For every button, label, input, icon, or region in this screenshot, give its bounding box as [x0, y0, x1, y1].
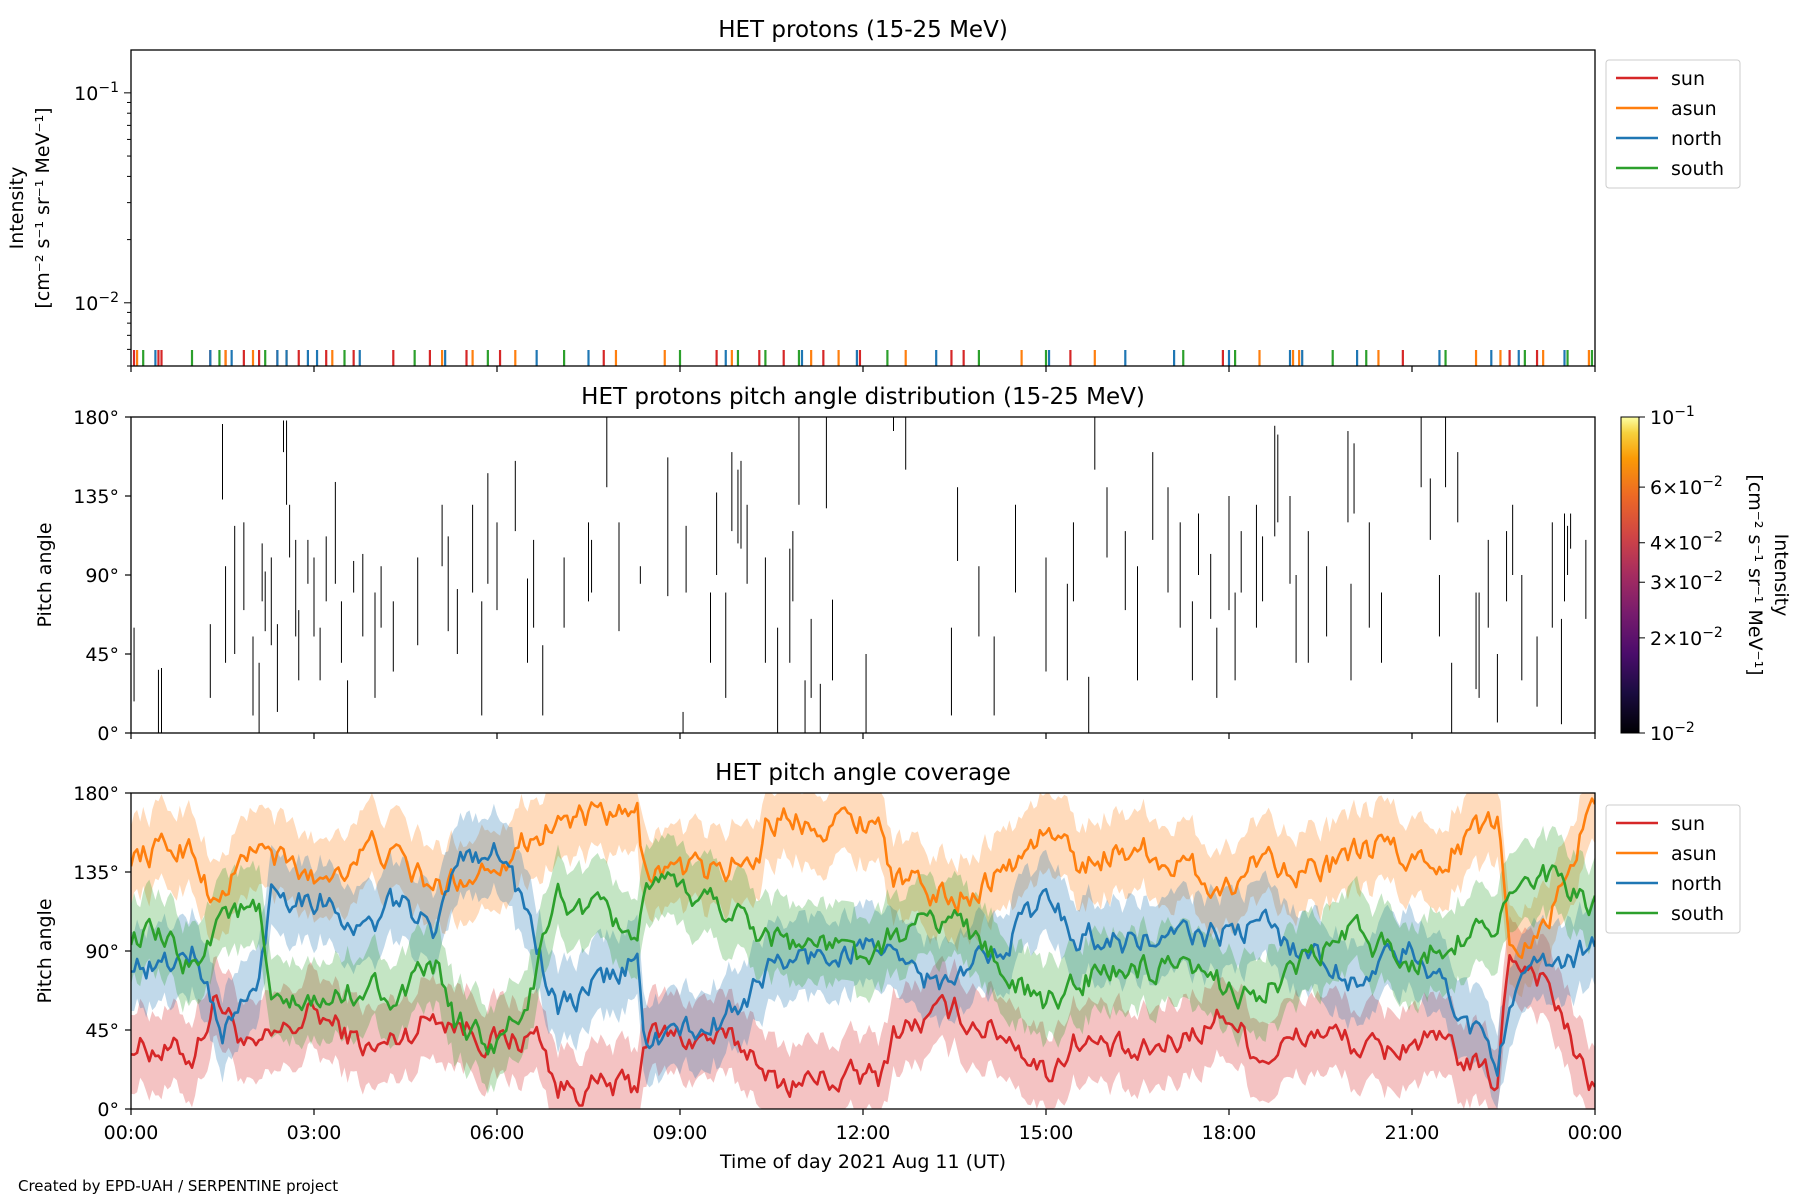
cb-tick-label: 3×10−2: [1650, 569, 1723, 594]
panel3-ylabel: Pitch angle: [34, 898, 56, 1003]
x-tick-label: 21:00: [1385, 1122, 1440, 1144]
x-tick-label: 03:00: [287, 1122, 342, 1144]
sun-band: [131, 915, 1595, 1109]
y-tick-label: 0°: [97, 1099, 119, 1121]
colorbar-label-line1: Intensity: [1770, 534, 1792, 617]
north-line: [131, 841, 1595, 1077]
x-tick-label: 15:00: [1019, 1122, 1074, 1144]
sun-line: [131, 953, 1595, 1107]
panel2-title: HET protons pitch angle distribution (15…: [581, 384, 1145, 410]
panel1-y-axis: 10−1 10−2: [74, 80, 131, 367]
legend-label-north: north: [1671, 128, 1722, 150]
coverage-marks: [131, 793, 1595, 1109]
legend-label-sun: sun: [1671, 68, 1705, 90]
x-tick-label: 09:00: [653, 1122, 708, 1144]
panel3-legend: sun asun north south: [1605, 804, 1741, 934]
panel1-title: HET protons (15-25 MeV): [718, 17, 1008, 43]
panel3-x-axis: 00:00 03:00 06:00 09:00 12:00 15:00 18:00 21:00…: [104, 1109, 1623, 1144]
panel1-x-axis: [130, 366, 1596, 372]
pitch-angle-distribution-panel: HET protons pitch angle distribution (15…: [34, 384, 1792, 745]
legend-box: [1605, 804, 1741, 934]
panel3-y-axis: 0° 45° 90° 135° 180°: [73, 783, 131, 1121]
y-tick-label: 45°: [85, 644, 119, 666]
panel2-frame: [130, 416, 1596, 734]
legend-label-asun: asun: [1671, 843, 1717, 865]
x-tick-label: 00:00: [104, 1122, 159, 1144]
y-tick-label: 180°: [73, 407, 119, 429]
panel3-title: HET pitch angle coverage: [715, 760, 1011, 786]
south-line: [131, 863, 1595, 1056]
legend-label-south: south: [1671, 903, 1724, 925]
pitch-angle-coverage-panel: HET pitch angle coverage 0° 45° 90° 135° 180…: [34, 760, 1741, 1144]
colorbar: 10−1 6×10−2 4×10−2 3×10−2 2×10−2 10−2 Intensi…: [1620, 404, 1792, 745]
x-tick-label: 18:00: [1202, 1122, 1257, 1144]
legend-label-north: north: [1671, 873, 1722, 895]
y-tick-label: 90°: [85, 565, 119, 587]
y-tick-label: 10−2: [74, 290, 119, 315]
intensity-panel: HET protons (15-25 MeV) 10−1 10−2 Intensi…: [6, 17, 1741, 372]
y-tick-label: 135°: [73, 486, 119, 508]
cb-tick-label: 10−1: [1650, 404, 1695, 429]
panel1-ylabel-line2: [cm⁻² s⁻¹ sr⁻¹ MeV⁻¹]: [32, 107, 54, 308]
asun-line: [131, 797, 1595, 960]
cb-tick-label: 2×10−2: [1650, 625, 1723, 650]
legend-label-asun: asun: [1671, 98, 1717, 120]
pad-segments: [133, 417, 1587, 733]
asun-band: [131, 793, 1595, 998]
legend-label-south: south: [1671, 158, 1724, 180]
y-tick-label: 10−1: [74, 80, 119, 105]
x-tick-label: 12:00: [836, 1122, 891, 1144]
panel2-x-axis: [130, 733, 1596, 739]
panel1-ylabel-line1: Intensity: [6, 167, 28, 250]
panel2-y-axis: 0° 45° 90° 135° 180°: [73, 407, 131, 745]
x-tick-label: 00:00: [1568, 1122, 1623, 1144]
y-tick-label: 45°: [85, 1020, 119, 1042]
cb-tick-label: 10−2: [1650, 720, 1695, 745]
y-tick-label: 0°: [97, 723, 119, 745]
credit-text: Created by EPD-UAH / SERPENTINE project: [18, 1177, 338, 1195]
colorbar-gradient: [1620, 416, 1640, 734]
legend-box: [1605, 59, 1741, 189]
cb-tick-label: 4×10−2: [1650, 530, 1723, 555]
y-tick-label: 180°: [73, 783, 119, 805]
colorbar-label-line2: [cm⁻² s⁻¹ sr⁻¹ MeV⁻¹]: [1744, 474, 1766, 675]
panel2-ylabel: Pitch angle: [34, 522, 56, 627]
south-band: [131, 825, 1595, 1094]
panel1-legend: sun asun north south: [1605, 59, 1741, 189]
panel1-frame: [130, 49, 1596, 367]
y-tick-label: 90°: [85, 941, 119, 963]
x-tick-label: 06:00: [470, 1122, 525, 1144]
y-tick-label: 135°: [73, 862, 119, 884]
cb-tick-label: 6×10−2: [1650, 474, 1723, 499]
x-axis-label: Time of day 2021 Aug 11 (UT): [719, 1151, 1006, 1173]
intensity-marks: [132, 350, 1594, 366]
legend-label-sun: sun: [1671, 813, 1705, 835]
colorbar-ticks: 10−1 6×10−2 4×10−2 3×10−2 2×10−2 10−2: [1639, 404, 1723, 745]
